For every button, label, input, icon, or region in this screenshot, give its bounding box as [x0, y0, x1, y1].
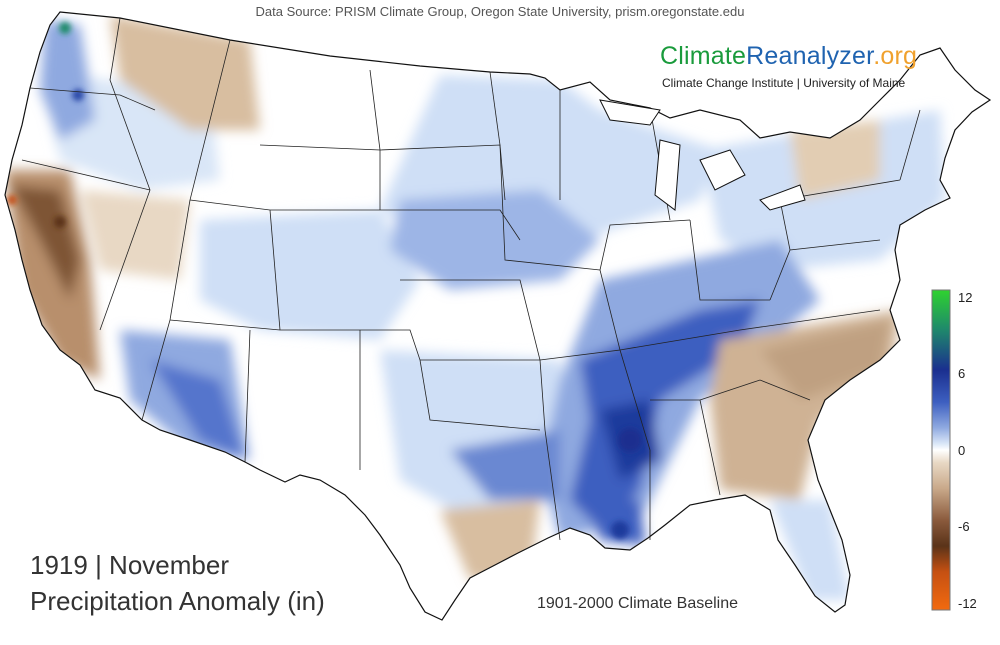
map-title-date: 1919 | November	[30, 550, 229, 580]
colorbar-tick-12: 12	[958, 290, 973, 305]
wet-region-central-rockies	[200, 210, 420, 340]
dry-spot-california	[7, 195, 17, 205]
wet-spot-louisiana	[611, 521, 629, 539]
dry-region-idaho-montana	[110, 15, 260, 130]
data-source-credit: Data Source: PRISM Climate Group, Oregon…	[255, 4, 745, 19]
dry-region-great-basin	[80, 190, 190, 280]
dry-region-carolinas	[760, 320, 890, 400]
colorbar-tick-neg12: -12	[958, 596, 977, 611]
wet-region-plains-moderate	[390, 190, 600, 290]
colorbar	[931, 289, 951, 611]
baseline-label: 1901-2000 Climate Baseline	[537, 595, 739, 612]
brand-part-climate: Climate	[660, 42, 747, 70]
wet-spot-olympic	[59, 22, 71, 34]
wet-region-pnw-coast	[40, 20, 95, 140]
wet-region-arizona-strong	[150, 360, 245, 460]
wet-region-texas-east	[450, 430, 560, 500]
wet-spot-mississippi	[618, 428, 642, 452]
dry-spot-sierra	[54, 216, 66, 228]
map-title-variable: Precipitation Anomaly (in)	[30, 586, 325, 616]
dry-region-california-core	[10, 185, 80, 300]
colorbar-tick-6: 6	[958, 366, 966, 381]
wet-spot-oregon	[72, 89, 84, 101]
dry-region-california	[5, 170, 100, 380]
affiliation: Climate Change Institute | University of…	[662, 76, 906, 90]
brand-part-reanalyzer: Reanalyzer	[746, 42, 874, 70]
great-lakes	[599, 99, 806, 211]
dry-region-new-york	[790, 120, 880, 200]
state-boundaries	[21, 17, 921, 541]
brand-part-org: .org	[873, 42, 918, 70]
wet-region-florida	[770, 500, 850, 600]
colorbar-tick-0: 0	[958, 443, 966, 458]
wet-region-mississippi-strong	[570, 300, 760, 530]
climate-reanalyzer-logo: ClimateReanalyzer.org	[660, 42, 917, 71]
colorbar-tick-neg6: -6	[958, 519, 970, 534]
